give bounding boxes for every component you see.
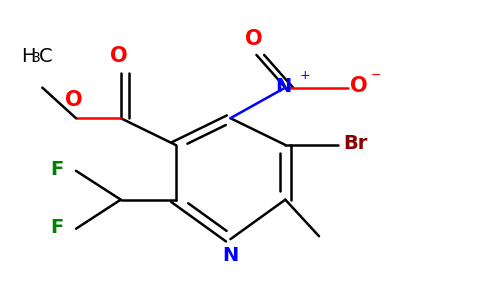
Text: O: O: [350, 76, 368, 96]
Text: C: C: [39, 47, 53, 66]
Text: F: F: [51, 160, 64, 179]
Text: H: H: [21, 47, 35, 66]
Text: O: O: [245, 28, 263, 49]
Text: −: −: [371, 69, 381, 82]
Text: N: N: [275, 76, 291, 96]
Text: N: N: [222, 246, 239, 265]
Text: +: +: [300, 69, 310, 82]
Text: F: F: [51, 218, 64, 237]
Text: O: O: [109, 46, 127, 66]
Text: 3: 3: [32, 52, 41, 65]
Text: O: O: [65, 90, 82, 110]
Text: Br: Br: [343, 134, 367, 153]
